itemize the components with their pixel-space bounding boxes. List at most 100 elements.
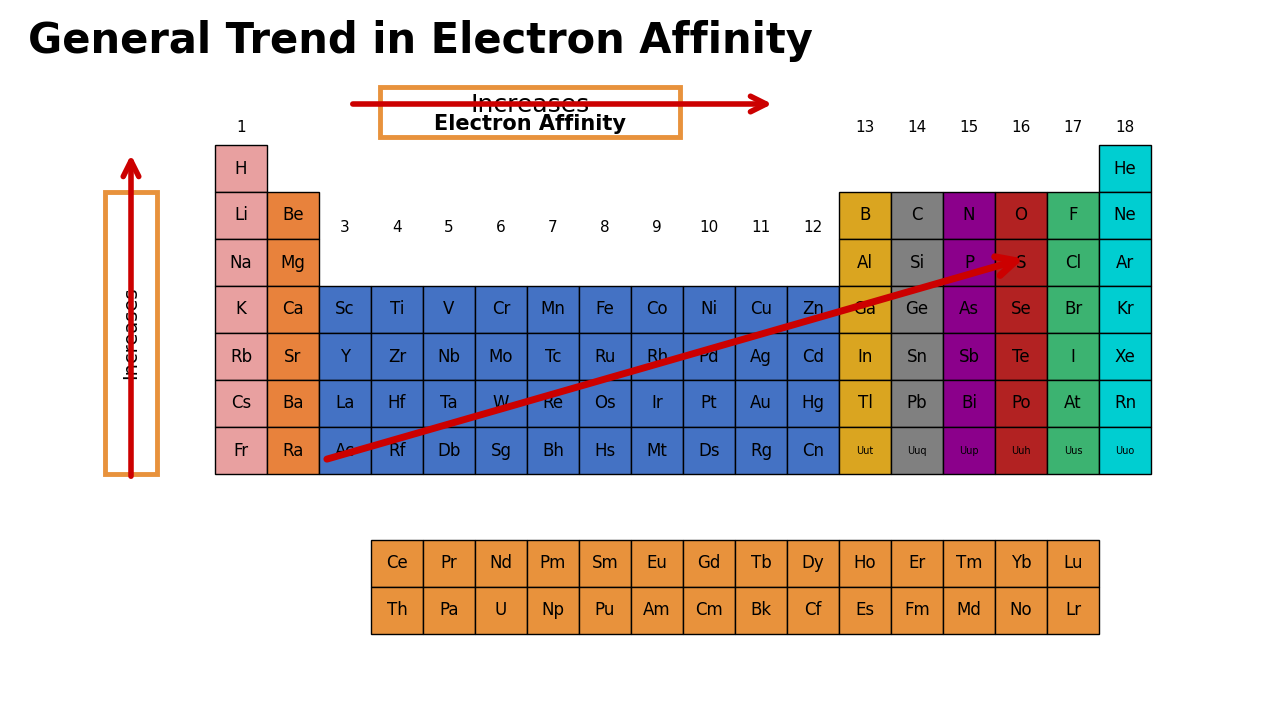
Bar xyxy=(1100,427,1151,474)
Bar xyxy=(891,427,943,474)
Text: Bi: Bi xyxy=(961,395,977,413)
Bar xyxy=(735,540,787,587)
Text: Ag: Ag xyxy=(750,348,772,366)
Text: 1: 1 xyxy=(237,120,246,135)
Text: Ac: Ac xyxy=(335,441,355,459)
Bar xyxy=(215,145,268,192)
Text: Al: Al xyxy=(858,253,873,271)
Bar xyxy=(684,380,735,427)
Bar xyxy=(1100,145,1151,192)
Text: Ba: Ba xyxy=(283,395,303,413)
Bar xyxy=(943,587,995,634)
Bar xyxy=(1047,380,1100,427)
Bar xyxy=(787,380,838,427)
Bar xyxy=(371,427,422,474)
Bar xyxy=(1047,540,1100,587)
Text: O: O xyxy=(1015,207,1028,225)
Text: Zr: Zr xyxy=(388,348,406,366)
Bar xyxy=(579,587,631,634)
Text: Np: Np xyxy=(541,601,564,619)
Bar xyxy=(943,380,995,427)
Text: Cr: Cr xyxy=(492,300,511,318)
Text: Fe: Fe xyxy=(595,300,614,318)
Bar xyxy=(268,286,319,333)
Text: N: N xyxy=(963,207,975,225)
Text: 3: 3 xyxy=(340,220,349,235)
Text: Ni: Ni xyxy=(700,300,718,318)
Bar xyxy=(891,192,943,239)
Bar xyxy=(105,192,157,474)
Text: Xe: Xe xyxy=(1115,348,1135,366)
Text: Fm: Fm xyxy=(904,601,929,619)
Bar xyxy=(838,239,891,286)
Text: Th: Th xyxy=(387,601,407,619)
Text: K: K xyxy=(236,300,247,318)
Text: Mg: Mg xyxy=(280,253,306,271)
Text: Rf: Rf xyxy=(388,441,406,459)
Bar xyxy=(371,587,422,634)
Text: Hg: Hg xyxy=(801,395,824,413)
Text: Pr: Pr xyxy=(440,554,457,572)
Text: Li: Li xyxy=(234,207,248,225)
Text: 11: 11 xyxy=(751,220,771,235)
Bar xyxy=(1047,239,1100,286)
Bar xyxy=(422,333,475,380)
Bar xyxy=(527,380,579,427)
Bar xyxy=(1047,286,1100,333)
Text: Nd: Nd xyxy=(489,554,512,572)
Bar xyxy=(735,587,787,634)
Text: Increases: Increases xyxy=(122,287,141,379)
Bar xyxy=(527,286,579,333)
Bar xyxy=(787,427,838,474)
Bar xyxy=(371,540,422,587)
Text: Ne: Ne xyxy=(1114,207,1137,225)
Bar xyxy=(371,286,422,333)
Bar xyxy=(422,286,475,333)
Text: Hf: Hf xyxy=(388,395,406,413)
Text: Kr: Kr xyxy=(1116,300,1134,318)
Bar xyxy=(527,587,579,634)
Text: 17: 17 xyxy=(1064,120,1083,135)
Text: Se: Se xyxy=(1011,300,1032,318)
Bar xyxy=(943,540,995,587)
Text: Yb: Yb xyxy=(1011,554,1032,572)
Text: Lu: Lu xyxy=(1064,554,1083,572)
Text: Uuo: Uuo xyxy=(1115,446,1134,456)
Text: Ru: Ru xyxy=(594,348,616,366)
Text: Rb: Rb xyxy=(230,348,252,366)
Text: Cu: Cu xyxy=(750,300,772,318)
Bar xyxy=(684,540,735,587)
Bar xyxy=(787,587,838,634)
Bar xyxy=(631,427,684,474)
Bar xyxy=(838,192,891,239)
Bar xyxy=(943,286,995,333)
Bar xyxy=(735,333,787,380)
Text: At: At xyxy=(1064,395,1082,413)
Text: Uuh: Uuh xyxy=(1011,446,1030,456)
Bar xyxy=(268,427,319,474)
Text: Cm: Cm xyxy=(695,601,723,619)
Bar xyxy=(1100,333,1151,380)
Text: P: P xyxy=(964,253,974,271)
Text: Bh: Bh xyxy=(541,441,564,459)
Text: Uut: Uut xyxy=(856,446,874,456)
Text: Au: Au xyxy=(750,395,772,413)
Bar xyxy=(631,333,684,380)
Bar xyxy=(527,333,579,380)
Text: 16: 16 xyxy=(1011,120,1030,135)
Text: Re: Re xyxy=(543,395,563,413)
Text: Ds: Ds xyxy=(698,441,719,459)
Bar xyxy=(787,333,838,380)
Bar xyxy=(631,540,684,587)
Text: Rh: Rh xyxy=(646,348,668,366)
Bar xyxy=(371,333,422,380)
Bar xyxy=(1047,333,1100,380)
Text: Pb: Pb xyxy=(906,395,927,413)
Bar xyxy=(579,286,631,333)
Bar xyxy=(215,192,268,239)
Bar xyxy=(1100,239,1151,286)
Bar xyxy=(684,427,735,474)
Bar xyxy=(215,239,268,286)
Bar xyxy=(943,192,995,239)
Bar xyxy=(319,333,371,380)
